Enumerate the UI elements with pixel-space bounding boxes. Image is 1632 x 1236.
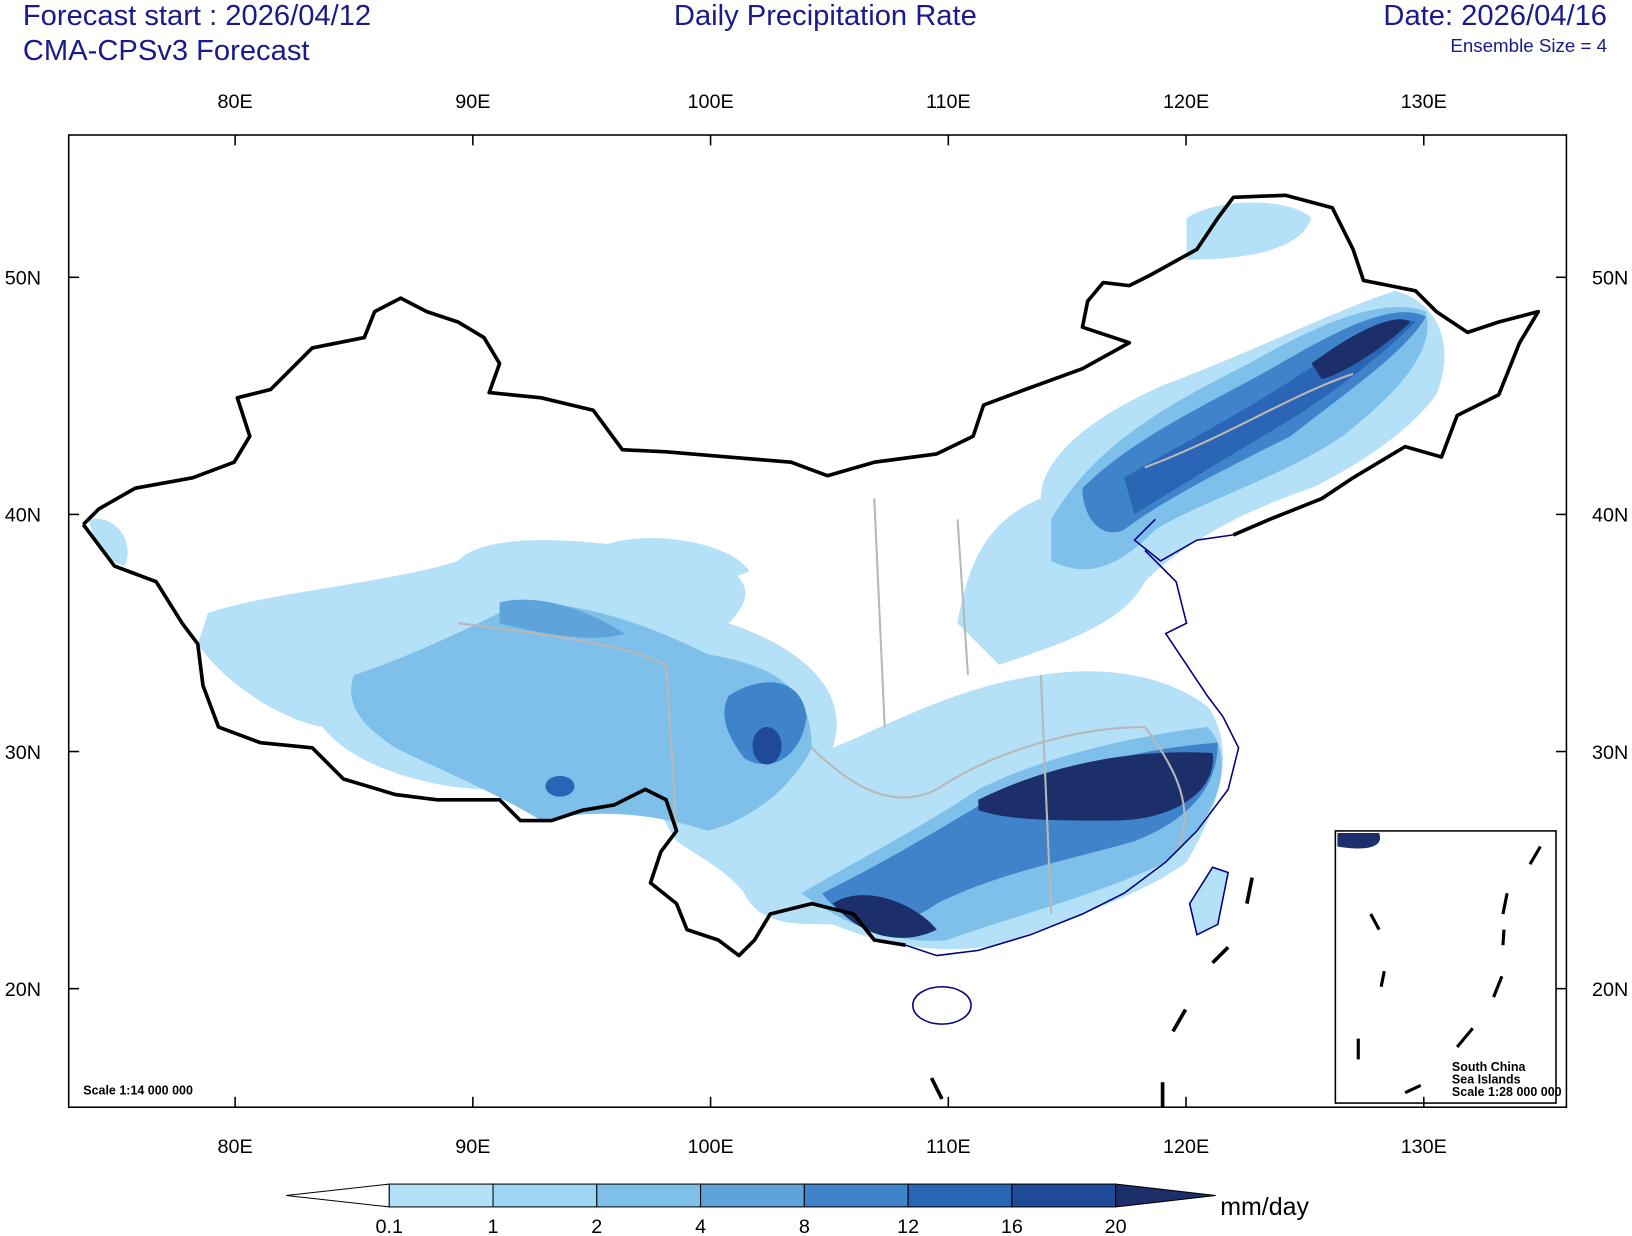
inset-label: Sea Islands <box>1452 1072 1521 1086</box>
map-frame <box>67 134 1568 1108</box>
x-tick-label: 100E <box>687 1136 733 1158</box>
nine-dash-line <box>929 877 1254 1108</box>
x-tick-label: 130E <box>1401 91 1447 113</box>
colorbar-label: 4 <box>695 1216 706 1236</box>
colorbar-box <box>700 1183 805 1208</box>
colorbar-label: 2 <box>591 1216 602 1236</box>
x-tick-label: 90E <box>455 1136 490 1158</box>
map: South China Sea Islands Scale 1:28 000 0… <box>67 134 1568 1108</box>
x-tick-label: 80E <box>218 91 253 113</box>
precip-area <box>1337 833 1381 849</box>
precip-area <box>724 682 807 765</box>
colorbar-box <box>907 1183 1013 1208</box>
precip-area <box>1311 319 1411 380</box>
x-tick-label: 120E <box>1163 91 1209 113</box>
y-tick-label: 40N <box>5 505 41 527</box>
precip-area <box>88 518 128 567</box>
country-border <box>81 523 906 958</box>
colorbar-label: 16 <box>1001 1216 1023 1236</box>
x-tick-label: 100E <box>687 91 733 113</box>
province-border <box>457 372 1354 915</box>
precip-area <box>499 599 625 638</box>
coastline <box>905 518 1240 957</box>
colorbar-label: 12 <box>897 1216 919 1236</box>
colorbar-label: 0.1 <box>376 1216 403 1236</box>
precip-area <box>978 752 1213 821</box>
colorbar-box <box>803 1183 909 1208</box>
model-name: CMA-CPSv3 Forecast <box>23 35 310 67</box>
forecast-start: Forecast start : 2026/04/12 <box>23 0 371 32</box>
hainan <box>912 985 972 1025</box>
y-tick-label: 40N <box>1592 505 1628 527</box>
inset: South China Sea Islands Scale 1:28 000 0… <box>1334 830 1562 1104</box>
ensemble-size: Ensemble Size = 4 <box>1450 35 1607 56</box>
x-tick-label: 110E <box>926 1136 971 1158</box>
x-tick-label: 110E <box>926 91 971 113</box>
colorbar-box <box>1011 1183 1117 1208</box>
precip-fields <box>88 202 1445 950</box>
x-tick-label: 120E <box>1163 1136 1209 1158</box>
country-border <box>81 193 1541 537</box>
colorbar-low-arrow <box>286 1183 390 1208</box>
inset-frame <box>1334 830 1557 1104</box>
date: Date: 2026/04/16 <box>1383 0 1607 32</box>
colorbar-label: 1 <box>488 1216 499 1236</box>
y-tick-label: 50N <box>5 268 41 290</box>
colorbar-box <box>596 1183 702 1208</box>
y-tick-label: 20N <box>5 979 41 1001</box>
x-tick-label: 90E <box>455 91 490 113</box>
taiwan <box>1188 866 1230 936</box>
precip-area <box>351 602 812 831</box>
precip-area <box>545 775 575 797</box>
inset-label: South China <box>1452 1060 1527 1074</box>
y-tick-label: 30N <box>5 742 41 764</box>
colorbar-box <box>388 1183 494 1208</box>
dash <box>1356 845 1542 1095</box>
precip-area <box>752 727 782 765</box>
precip-area <box>603 538 750 581</box>
inset-label: Scale 1:28 000 000 <box>1452 1085 1562 1099</box>
x-tick-label: 130E <box>1401 1136 1447 1158</box>
colorbar-box <box>492 1183 598 1208</box>
colorbar-label: 20 <box>1105 1216 1127 1236</box>
colorbar-high-arrow <box>1115 1183 1216 1208</box>
precip-area <box>832 895 937 938</box>
dash <box>929 877 1254 1108</box>
colorbar-label: 8 <box>799 1216 810 1236</box>
y-tick-label: 20N <box>1592 979 1628 1001</box>
colorbar-units: mm/day <box>1220 1193 1309 1221</box>
province-borders <box>457 372 1354 915</box>
y-tick-label: 30N <box>1592 742 1628 764</box>
map-scale: Scale 1:14 000 000 <box>83 1084 193 1098</box>
y-tick-label: 50N <box>1592 268 1628 290</box>
x-tick-label: 80E <box>218 1136 253 1158</box>
title: Daily Precipitation Rate <box>674 0 977 32</box>
